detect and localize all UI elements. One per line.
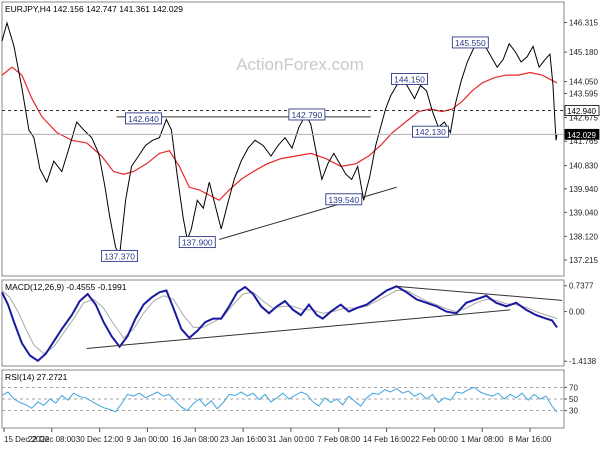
macd-trendline-0 [86, 309, 511, 349]
macd-title: MACD(12,26,9) -0.4555 -0.1991 [5, 282, 127, 292]
macd-ytick-label-0: 0.7377 [569, 282, 594, 291]
xtick-label-4: 16 Jan 08:00 [172, 435, 219, 444]
xtick-label-9: 22 Feb 00:00 [411, 435, 459, 444]
annotation-label-5: 144.150 [394, 74, 425, 84]
xtick-label-8: 14 Feb 16:00 [363, 435, 411, 444]
rsi-line [1, 386, 558, 413]
xtick-label-1: 22 Dec 08:00 [28, 435, 76, 444]
price-ytick-label-3: 143.595 [569, 89, 598, 98]
xtick-label-10: 1 Mar 08:00 [461, 435, 504, 444]
rsi-ytick-label-2: 30 [569, 407, 578, 416]
annotation-box-3 [288, 108, 326, 121]
rsi-title: RSI(14) 27.2721 [5, 372, 68, 382]
annotation-box-5 [391, 73, 428, 85]
xtick-label-6: 31 Jan 00:00 [268, 435, 315, 444]
price-title: EURJPY,H4 142.156 142.747 141.361 142.02… [5, 4, 183, 14]
price-ytick-label-0: 146.315 [569, 18, 598, 27]
xtick-label-7: 7 Feb 08:00 [317, 435, 360, 444]
macd-ytick-label-2: -1.4138 [569, 357, 597, 366]
macd-ytick-label-1: 0.00 [569, 308, 585, 317]
annotation-box-1 [125, 112, 162, 125]
price-ytick-label-7: 139.940 [569, 185, 598, 194]
support-trendline [219, 186, 397, 240]
xtick-label-3: 9 Jan 00:00 [127, 435, 169, 444]
annotation-label-2: 137.900 [182, 238, 213, 248]
annotation-label-4: 139.540 [328, 195, 359, 205]
annotation-label-1: 142.640 [128, 114, 159, 124]
annotation-box-2 [178, 236, 216, 249]
level-label-box-0 [564, 105, 600, 116]
level-label-box-1 [564, 128, 600, 140]
price-ytick-label-8: 139.040 [569, 208, 598, 217]
macd-line [1, 285, 558, 362]
annotation-label-6: 142.130 [415, 127, 446, 137]
annotation-box-0 [101, 249, 139, 262]
price-ytick-label-1: 145.180 [569, 48, 598, 57]
annotation-box-6 [412, 125, 449, 138]
price-ytick-label-9: 138.120 [569, 232, 598, 241]
rsi-ytick-label-0: 70 [569, 383, 578, 392]
price-ytick-label-4: 142.675 [569, 113, 598, 122]
xtick-label-5: 23 Jan 16:00 [220, 435, 267, 444]
xtick-label-11: 8 Mar 16:00 [509, 435, 552, 444]
annotation-label-0: 137.370 [104, 251, 135, 261]
level-label-0: 142.940 [567, 107, 596, 116]
xtick-label-2: 30 Dec 12:00 [76, 435, 124, 444]
level-label-1: 142.029 [567, 131, 596, 140]
annotation-label-7: 145.550 [455, 38, 486, 48]
annotation-box-4 [325, 193, 363, 206]
macd-pane-frame [1, 279, 565, 367]
macd-signal-line [1, 290, 558, 355]
watermark: ActionForex.com [236, 55, 364, 74]
price-ytick-label-10: 137.215 [569, 256, 598, 265]
price-ytick-label-5: 141.765 [569, 137, 598, 146]
price-ytick-label-2: 144.050 [569, 78, 598, 87]
macd-trendline-1 [396, 285, 563, 301]
annotation-label-3: 142.790 [292, 110, 323, 120]
xtick-label-0: 15 Dec 2022 [4, 435, 50, 444]
price-ytick-label-6: 140.830 [569, 162, 598, 171]
annotation-box-7 [451, 36, 489, 49]
rsi-ytick-label-1: 50 [569, 395, 578, 404]
